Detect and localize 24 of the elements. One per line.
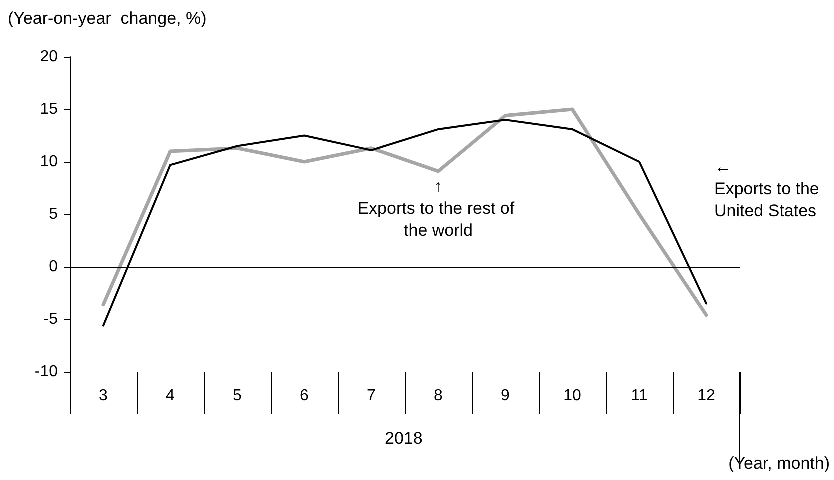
x-tick-label: 6	[300, 388, 310, 404]
x-tick-label: 4	[166, 388, 176, 404]
x-tick-label: 8	[434, 388, 444, 404]
x-tick-label: 5	[233, 388, 242, 404]
y-tick-label: 0	[49, 258, 58, 276]
annotation: ↑	[434, 176, 443, 196]
y-tick-label: -10	[34, 364, 58, 380]
text: Exports to the rest of the world	[358, 198, 520, 240]
x-tick-label: 3	[99, 388, 108, 404]
x-tick-label: 11	[631, 388, 648, 404]
y-tick-label: -5	[44, 311, 58, 328]
x-tick-label: 10	[564, 388, 582, 404]
y-tick-label: 20	[40, 48, 58, 66]
x-axis-title: (Year, month)	[728, 454, 830, 473]
text: Exports to the United States	[714, 180, 824, 220]
y-tick-label: 10	[40, 154, 58, 170]
x-tick-label: 9	[501, 388, 510, 404]
y-tick-label: 15	[40, 101, 58, 118]
y-tick-label: 5	[49, 206, 58, 223]
annotation: ←	[714, 158, 732, 176]
x-tick-label: 7	[367, 388, 376, 404]
x-tick-label: 12	[698, 388, 716, 404]
y-axis-title: (Year-on-year change, %)	[8, 9, 207, 28]
text: 2018	[385, 429, 423, 448]
